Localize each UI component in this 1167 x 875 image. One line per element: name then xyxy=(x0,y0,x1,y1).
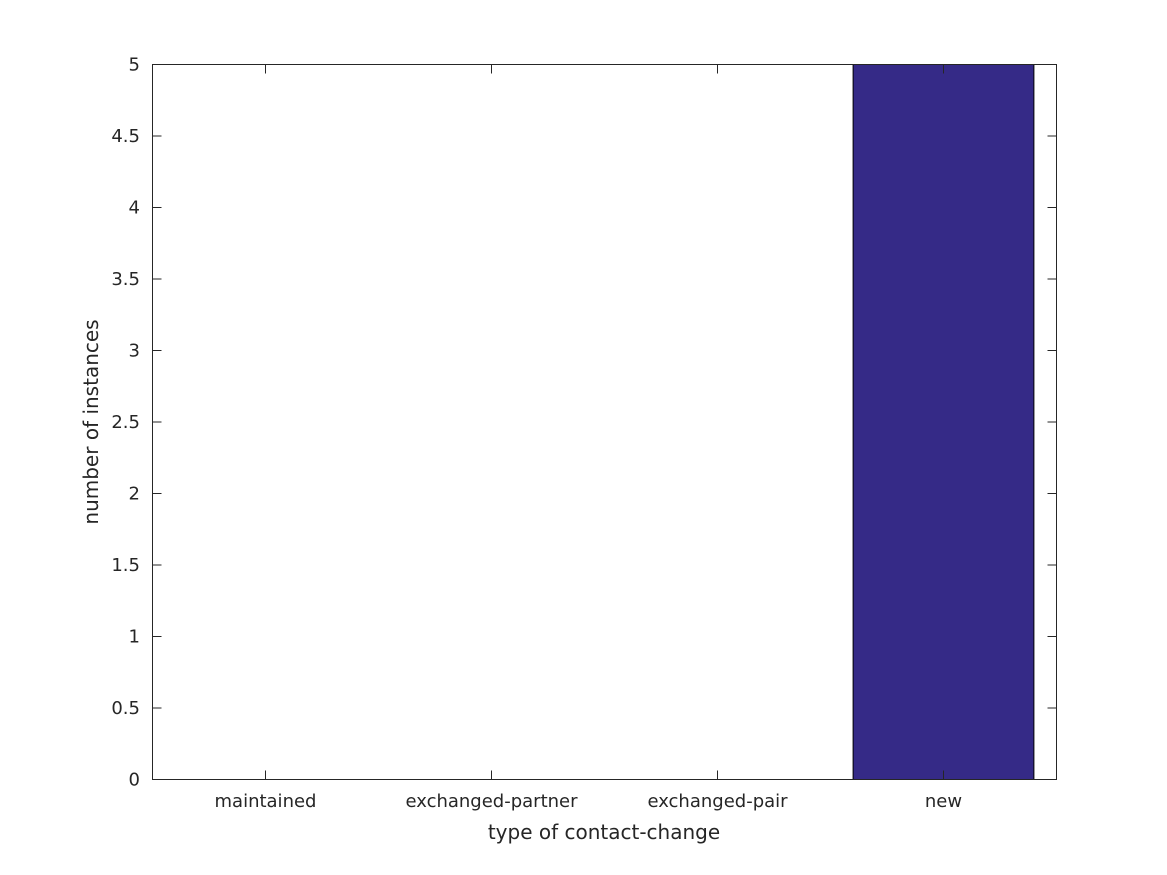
y-tick-label: 3.5 xyxy=(111,269,140,290)
x-tick-labels: maintained exchanged-partner exchanged-pai… xyxy=(215,791,963,812)
y-tick-label: 0.5 xyxy=(111,698,140,719)
bars xyxy=(852,64,1035,780)
ticks xyxy=(152,64,1057,780)
y-tick-label: 2.5 xyxy=(111,412,140,433)
x-tick-label: exchanged-partner xyxy=(405,791,578,812)
bar-new xyxy=(852,64,1035,780)
y-tick-label: 0 xyxy=(129,770,140,791)
x-tick-label: maintained xyxy=(215,791,317,812)
y-tick-label: 1.5 xyxy=(111,555,140,576)
y-tick-label: 1 xyxy=(129,627,140,648)
y-tick-label: 2 xyxy=(129,484,140,505)
y-axis-label: number of instances xyxy=(79,319,103,524)
y-tick-label: 5 xyxy=(129,55,140,76)
y-tick-label: 4.5 xyxy=(111,126,140,147)
x-tick-label: exchanged-pair xyxy=(647,791,788,812)
y-tick-label: 4 xyxy=(129,198,140,219)
y-tick-label: 3 xyxy=(129,341,140,362)
x-tick-label: new xyxy=(925,791,962,812)
x-axis-label: type of contact-change xyxy=(488,820,720,844)
y-tick-labels: 0 0.5 1 1.5 2 2.5 3 3.5 4 4.5 5 xyxy=(111,55,140,791)
